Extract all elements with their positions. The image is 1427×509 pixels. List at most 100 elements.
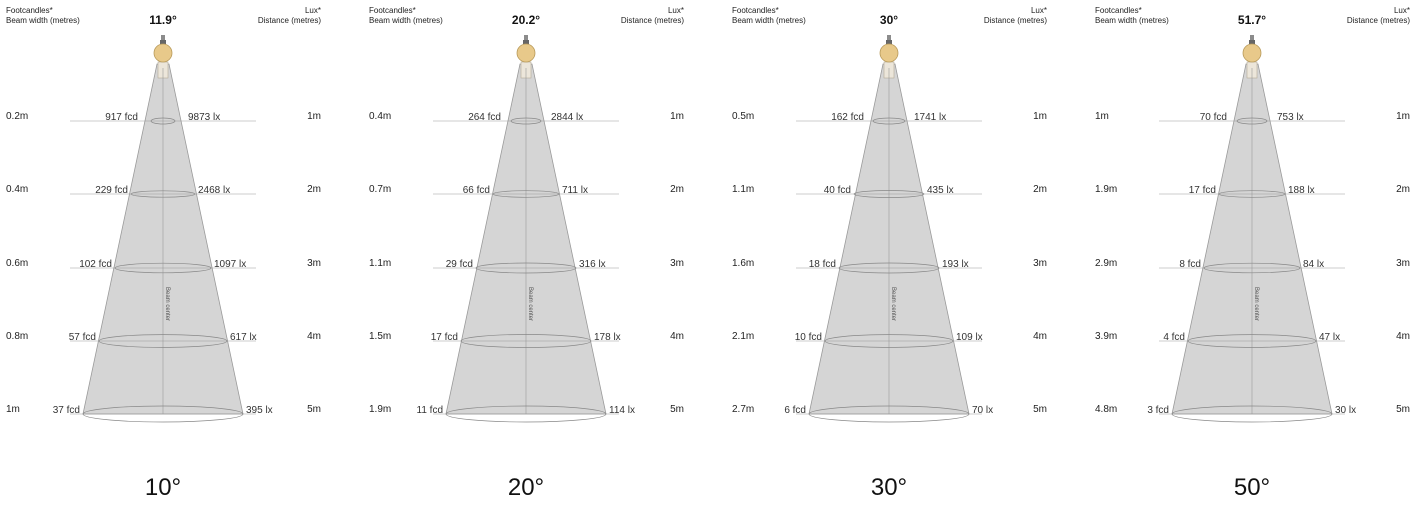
measured-beam-angle: 30°: [880, 13, 898, 27]
beam-cross-section: [460, 334, 592, 348]
bulb-icon: [1242, 43, 1262, 63]
footcandles-value: 40 fcd: [824, 185, 851, 196]
footcandles-value: 10 fcd: [795, 332, 822, 343]
distance-label: 4m: [1396, 331, 1410, 342]
lux-value: 114 lx: [609, 405, 635, 416]
footcandles-header: Footcandles*: [6, 6, 53, 15]
beam-cross-section: [824, 334, 954, 348]
beam-cross-section: [445, 405, 607, 423]
distance-label: 5m: [670, 404, 684, 415]
distance-header: Distance (metres): [258, 16, 321, 25]
lux-value: 47 lx: [1319, 332, 1340, 343]
beam-width-label: 1.9m: [1095, 184, 1117, 195]
beam-width-label: 1.6m: [732, 258, 754, 269]
diagram-panel-1: Footcandles*Beam width (metres) Lux*Dista…: [6, 6, 321, 501]
lamp-cap: [886, 40, 892, 44]
distance-label: 1m: [307, 111, 321, 122]
lamp-stem: [887, 35, 891, 43]
distance-label: 2m: [1033, 184, 1047, 195]
footcandles-value: 917 fcd: [105, 112, 138, 123]
lux-value: 753 lx: [1277, 112, 1304, 123]
beam-cross-section: [808, 405, 970, 423]
lux-header: Lux*: [305, 6, 321, 15]
footcandles-value: 4 fcd: [1163, 332, 1185, 343]
footcandles-header: Footcandles*: [1095, 6, 1142, 15]
lux-value: 435 lx: [927, 185, 954, 196]
distance-label: 2m: [1396, 184, 1410, 195]
beam-center-label: Beam center: [1253, 287, 1259, 321]
footcandles-value: 6 fcd: [784, 405, 806, 416]
footcandles-value: 3 fcd: [1147, 405, 1169, 416]
distance-label: 5m: [1396, 404, 1410, 415]
lux-value: 193 lx: [942, 259, 969, 270]
distance-label: 1m: [1033, 111, 1047, 122]
footcandles-value: 102 fcd: [79, 259, 112, 270]
lamp-cap: [1249, 40, 1255, 44]
footcandles-value: 264 fcd: [468, 112, 501, 123]
distance-header: Distance (metres): [1347, 16, 1410, 25]
beam-width-label: 1.9m: [369, 404, 391, 415]
distance-label: 3m: [670, 258, 684, 269]
nominal-beam-angle: 10°: [145, 474, 181, 501]
beam-width-label: 0.5m: [732, 111, 754, 122]
beam-width-label: 1.1m: [732, 184, 754, 195]
beam-width-header: Beam width (metres): [732, 16, 806, 25]
lux-value: 178 lx: [594, 332, 621, 343]
lux-value: 395 lx: [246, 405, 273, 416]
distance-label: 4m: [307, 331, 321, 342]
footcandles-value: 70 fcd: [1200, 112, 1227, 123]
beam-width-label: 2.9m: [1095, 258, 1117, 269]
beam-cross-section: [1236, 117, 1268, 125]
measured-beam-angle: 51.7°: [1238, 13, 1266, 27]
lux-header: Lux*: [1394, 6, 1410, 15]
distance-label: 5m: [1033, 404, 1047, 415]
distance-label: 4m: [670, 331, 684, 342]
lux-value: 84 lx: [1303, 259, 1324, 270]
beam-cross-section: [838, 262, 940, 274]
lux-value: 316 lx: [579, 259, 606, 270]
beam-cross-section: [130, 190, 196, 198]
lux-value: 1097 lx: [214, 259, 246, 270]
lux-value: 2844 lx: [551, 112, 583, 123]
distance-label: 1m: [1396, 111, 1410, 122]
nominal-beam-angle: 20°: [508, 474, 544, 501]
diagram-panel-2: Footcandles*Beam width (metres) Lux*Dista…: [369, 6, 684, 501]
beam-cross-section: [1187, 334, 1317, 348]
beam-cross-section: [853, 190, 925, 198]
beam-cross-section: [114, 262, 212, 274]
beam-cross-section: [492, 190, 560, 198]
lux-header: Lux*: [1031, 6, 1047, 15]
beam-cross-section: [1171, 405, 1333, 423]
beam-width-label: 0.2m: [6, 111, 28, 122]
diagram-panel-3: Footcandles*Beam width (metres) Lux*Dista…: [732, 6, 1047, 501]
nominal-beam-angle: 30°: [871, 474, 907, 501]
beam-width-label: 0.7m: [369, 184, 391, 195]
distance-label: 5m: [307, 404, 321, 415]
lamp-cap: [523, 40, 529, 44]
lux-value: 1741 lx: [914, 112, 946, 123]
footcandles-value: 17 fcd: [1189, 185, 1216, 196]
beam-center-label: Beam center: [527, 287, 533, 321]
beam-cross-section: [872, 117, 906, 125]
lamp-stem: [1250, 35, 1254, 43]
beam-cross-section: [1203, 262, 1301, 274]
footcandles-value: 29 fcd: [446, 259, 473, 270]
beam-width-header: Beam width (metres): [369, 16, 443, 25]
lux-value: 9873 lx: [188, 112, 220, 123]
distance-label: 2m: [670, 184, 684, 195]
bulb-icon: [153, 43, 173, 63]
beam-cross-section: [475, 262, 577, 274]
footcandles-value: 8 fcd: [1179, 259, 1201, 270]
beam-width-label: 3.9m: [1095, 331, 1117, 342]
footcandles-value: 17 fcd: [431, 332, 458, 343]
measured-beam-angle: 11.9°: [149, 13, 177, 27]
beam-width-label: 0.4m: [369, 111, 391, 122]
beam-width-header: Beam width (metres): [6, 16, 80, 25]
distance-label: 3m: [307, 258, 321, 269]
lamp-cap: [160, 40, 166, 44]
footcandles-value: 37 fcd: [53, 405, 80, 416]
beam-center-label: Beam center: [164, 287, 170, 321]
beam-width-label: 0.6m: [6, 258, 28, 269]
beam-width-label: 4.8m: [1095, 404, 1117, 415]
lux-value: 70 lx: [972, 405, 993, 416]
